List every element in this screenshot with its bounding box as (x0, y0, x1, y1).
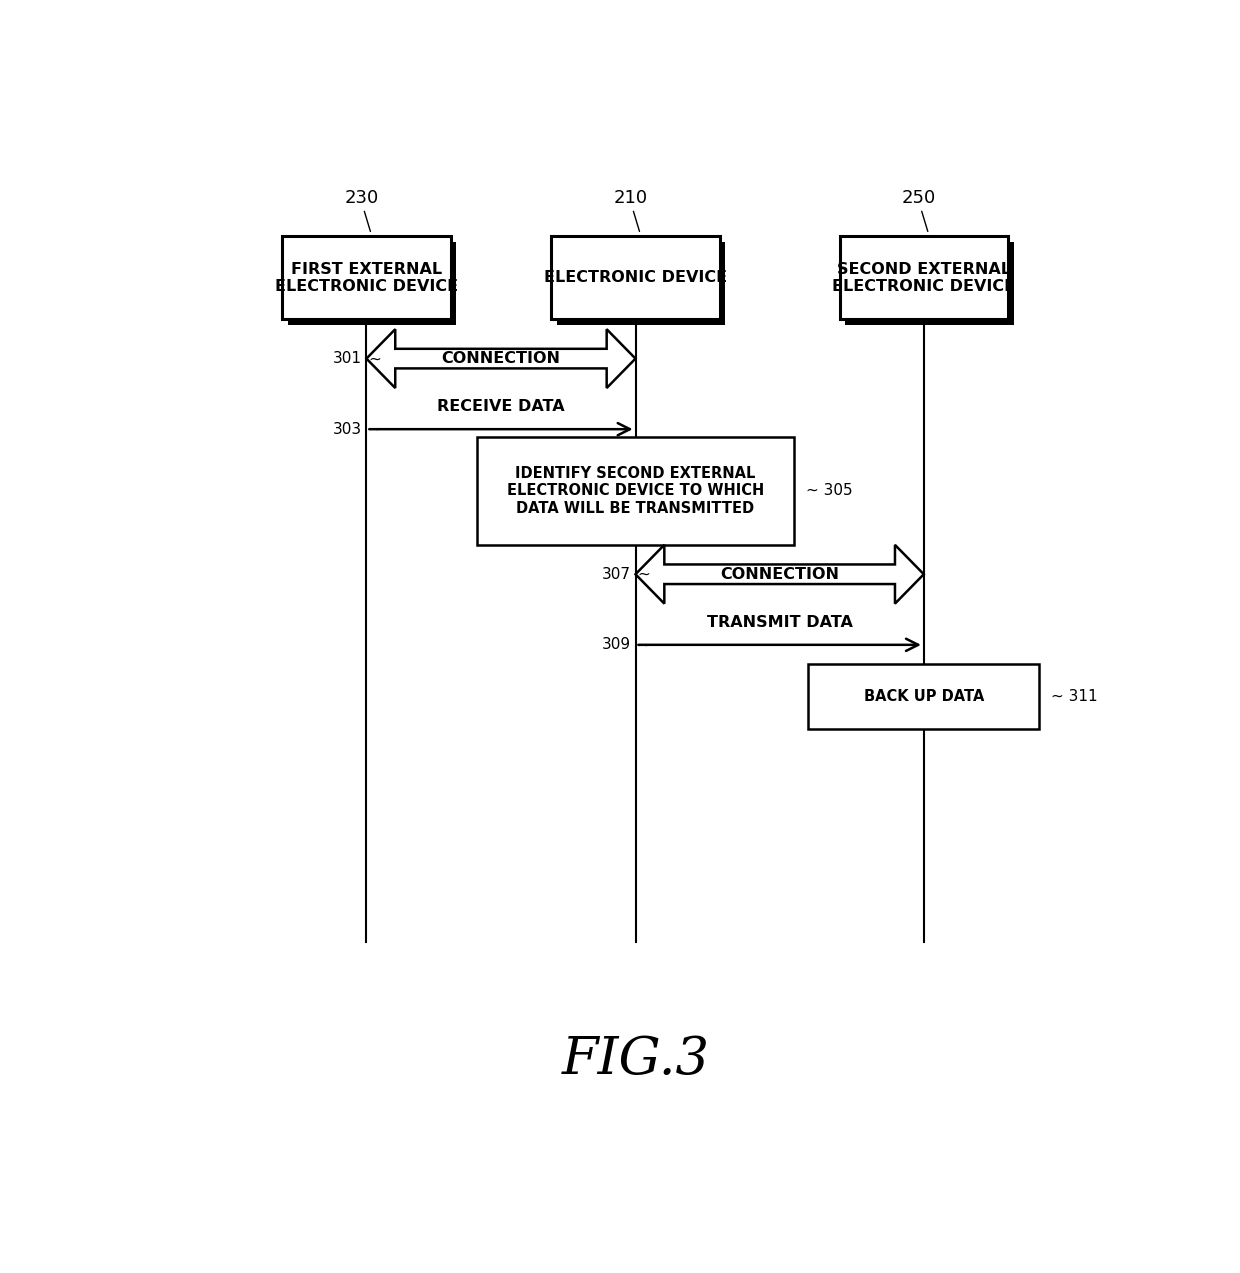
FancyBboxPatch shape (839, 236, 1008, 320)
Text: ELECTRONIC DEVICE: ELECTRONIC DEVICE (544, 270, 727, 285)
FancyBboxPatch shape (846, 242, 1013, 326)
FancyBboxPatch shape (552, 236, 719, 320)
Text: 303: 303 (332, 421, 362, 437)
Text: ~ 311: ~ 311 (1050, 689, 1097, 704)
Polygon shape (635, 545, 924, 603)
FancyBboxPatch shape (288, 242, 456, 326)
FancyBboxPatch shape (557, 242, 725, 326)
Text: 309: 309 (601, 638, 631, 652)
Text: ~ 305: ~ 305 (806, 484, 852, 499)
Text: FIG.3: FIG.3 (562, 1034, 709, 1085)
Text: ~: ~ (368, 421, 381, 437)
Text: 250: 250 (901, 188, 936, 206)
Text: SECOND EXTERNAL
ELECTRONIC DEVICE: SECOND EXTERNAL ELECTRONIC DEVICE (832, 261, 1016, 294)
Text: TRANSMIT DATA: TRANSMIT DATA (707, 615, 853, 630)
Text: FIRST EXTERNAL
ELECTRONIC DEVICE: FIRST EXTERNAL ELECTRONIC DEVICE (275, 261, 458, 294)
Text: BACK UP DATA: BACK UP DATA (863, 689, 985, 704)
Polygon shape (367, 330, 635, 388)
FancyBboxPatch shape (283, 236, 450, 320)
Text: 307: 307 (601, 566, 631, 582)
Text: CONNECTION: CONNECTION (720, 566, 839, 582)
Text: 230: 230 (345, 188, 378, 206)
Text: ~: ~ (637, 638, 650, 652)
Text: ~: ~ (637, 566, 650, 582)
Text: 210: 210 (614, 188, 647, 206)
Text: RECEIVE DATA: RECEIVE DATA (438, 400, 564, 415)
FancyBboxPatch shape (477, 437, 794, 545)
Text: 301: 301 (332, 351, 362, 367)
Text: CONNECTION: CONNECTION (441, 351, 560, 367)
FancyBboxPatch shape (808, 665, 1039, 729)
Text: ~: ~ (368, 351, 381, 367)
Text: IDENTIFY SECOND EXTERNAL
ELECTRONIC DEVICE TO WHICH
DATA WILL BE TRANSMITTED: IDENTIFY SECOND EXTERNAL ELECTRONIC DEVI… (507, 466, 764, 516)
